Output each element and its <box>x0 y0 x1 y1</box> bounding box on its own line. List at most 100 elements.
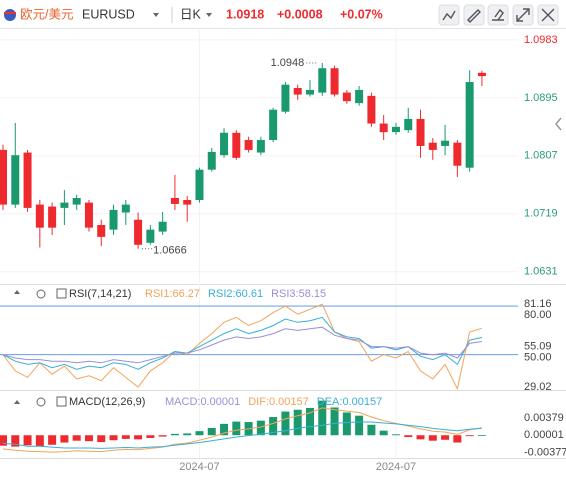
candle-body <box>379 123 388 133</box>
histogram-bar <box>195 431 204 436</box>
series-line <box>2 407 482 453</box>
axis-label: 0.00379 <box>524 412 564 424</box>
dropdown-arrow[interactable] <box>153 13 159 17</box>
y-tick-label: 1.0983 <box>524 34 558 46</box>
candle-body <box>416 118 425 146</box>
axis-label: 29.02 <box>524 381 552 393</box>
axis-label: 81.16 <box>524 298 552 310</box>
y-tick-label: 1.0895 <box>524 92 558 104</box>
tool-button[interactable] <box>487 4 509 26</box>
candle-body <box>170 198 179 204</box>
candle-body <box>146 229 155 243</box>
histogram-bar <box>11 435 20 447</box>
histogram-bar <box>121 435 130 439</box>
price: 1.0918 <box>226 7 264 21</box>
pair-name[interactable]: 欧元/美元 <box>20 7 73 21</box>
histogram-bar <box>330 407 339 436</box>
candle-body <box>281 84 290 112</box>
axis-label: -0.00377 <box>524 446 566 458</box>
histogram-bar <box>441 435 450 440</box>
candle-body <box>404 118 413 131</box>
histogram-bar <box>183 433 192 436</box>
histogram-bar <box>97 435 106 443</box>
axis-label: 0.00001 <box>524 429 564 441</box>
toggle-arrow[interactable] <box>14 400 20 404</box>
candle-body <box>35 204 44 228</box>
period[interactable]: 日K <box>180 7 202 21</box>
candle-body <box>269 109 278 141</box>
series-line <box>2 421 482 449</box>
collapse-arrow[interactable] <box>555 117 562 131</box>
candle-body <box>244 140 253 150</box>
histogram-bar <box>48 435 57 445</box>
symbol[interactable]: EURUSD <box>82 7 135 21</box>
histogram-bar <box>232 421 241 436</box>
histogram-bar <box>220 423 229 436</box>
histogram-bar <box>134 435 143 440</box>
series-line <box>2 303 483 391</box>
candle-body <box>11 155 20 205</box>
flag-icon <box>4 9 16 21</box>
legend-entry: MACD:0.00001 <box>165 396 240 408</box>
histogram-bar <box>342 412 351 436</box>
candle-body <box>342 92 351 102</box>
candle-body <box>355 89 364 104</box>
candle-body <box>134 219 143 245</box>
histogram-bar <box>465 435 474 437</box>
candle-body <box>72 198 81 205</box>
menu-icon[interactable] <box>56 396 67 407</box>
max-label: 1.0948 <box>271 57 305 69</box>
histogram-bar <box>318 400 327 436</box>
legend-entry: DEA:0.00157 <box>317 396 382 408</box>
min-label: 1.0666 <box>153 245 187 257</box>
histogram-bar <box>84 435 93 442</box>
candle-body <box>293 87 302 95</box>
histogram-bar <box>23 435 32 446</box>
candle-body <box>232 132 241 158</box>
icon-close <box>541 8 555 22</box>
histogram-bar <box>146 435 155 438</box>
macd-title: MACD(12,26,9) <box>69 396 145 408</box>
dropdown-arrow[interactable] <box>206 13 212 17</box>
tool-button[interactable] <box>463 4 485 26</box>
candle-body <box>306 89 314 95</box>
histogram-bar <box>453 435 462 443</box>
candle-body <box>465 82 474 168</box>
settings-icon[interactable] <box>36 397 46 407</box>
candle-body <box>207 151 216 170</box>
y-tick-label: 1.0719 <box>524 208 558 220</box>
histogram-bar <box>391 434 400 436</box>
candle-body <box>195 169 204 200</box>
histogram-bar <box>256 420 265 436</box>
rsi-title: RSI(7,14,21) <box>69 288 131 300</box>
histogram-bar <box>477 435 486 436</box>
toggle-arrow[interactable] <box>14 290 20 294</box>
legend-entry: RSI3:58.15 <box>271 288 326 300</box>
toolbar <box>438 4 559 26</box>
histogram-bar <box>60 435 69 443</box>
candle-body <box>97 225 106 237</box>
tool-icons <box>442 8 555 23</box>
settings-icon[interactable] <box>36 289 46 299</box>
flag-stripe <box>4 12 16 14</box>
candle-body <box>121 204 130 213</box>
histogram-bar <box>109 435 118 441</box>
candle-body <box>60 202 69 208</box>
axis-label: 50.00 <box>524 351 552 363</box>
legend-entry: RSI1:66.27 <box>145 288 200 300</box>
menu-icon[interactable] <box>56 288 67 299</box>
histogram-bar <box>416 435 425 440</box>
candle-body <box>367 95 376 124</box>
candle-body <box>318 68 327 93</box>
histogram-bar <box>207 427 216 436</box>
histogram-bar <box>170 433 179 436</box>
tool-button[interactable] <box>438 4 460 26</box>
legend-entry: DIF:0.00157 <box>248 396 309 408</box>
candle-body <box>441 140 450 146</box>
icon-expand <box>516 8 530 22</box>
candle-body <box>158 221 167 232</box>
histogram-bar <box>35 435 44 447</box>
y-tick-label: 1.0807 <box>524 150 558 162</box>
